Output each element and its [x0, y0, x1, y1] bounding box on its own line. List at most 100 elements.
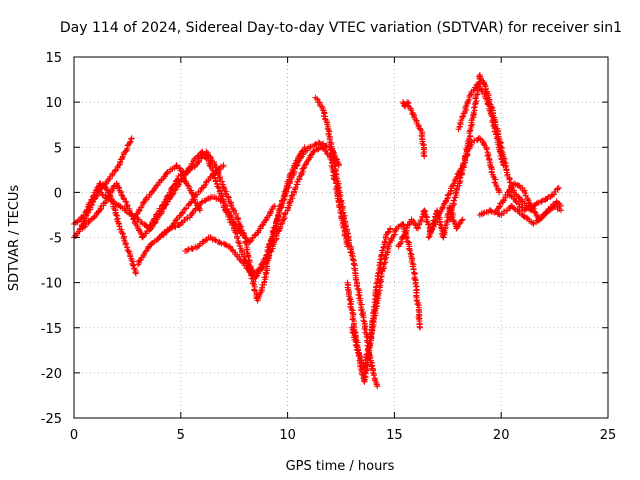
data-point: [404, 239, 411, 246]
data-point: [298, 154, 305, 161]
data-point: [458, 217, 465, 224]
data-point: [133, 221, 140, 228]
data-point: [170, 220, 177, 227]
data-point: [463, 145, 470, 152]
data-point: [414, 301, 421, 308]
data-point: [312, 141, 319, 148]
data-point: [90, 193, 97, 200]
data-markers: [71, 72, 565, 390]
data-point: [83, 206, 90, 213]
series-arc15: [425, 135, 503, 241]
data-point: [349, 329, 356, 336]
data-point: [179, 209, 186, 216]
data-point: [203, 148, 210, 155]
data-point: [159, 202, 166, 209]
data-point: [354, 346, 361, 353]
data-point: [408, 107, 415, 114]
series-arc17: [455, 81, 507, 169]
data-point: [464, 138, 471, 145]
data-point: [350, 256, 357, 263]
data-point: [111, 206, 118, 213]
data-point: [483, 85, 490, 92]
data-point: [416, 125, 423, 132]
data-point: [425, 234, 432, 241]
data-point: [355, 286, 362, 293]
data-point: [163, 169, 170, 176]
series-arc3: [79, 148, 278, 246]
data-point: [521, 188, 528, 195]
data-point: [349, 316, 356, 323]
data-point: [99, 191, 106, 198]
data-point: [253, 273, 260, 280]
data-point: [237, 223, 244, 230]
data-point: [485, 101, 492, 108]
data-point: [197, 187, 204, 194]
data-point: [132, 269, 139, 276]
data-point: [195, 159, 202, 166]
data-point: [533, 200, 540, 207]
data-point: [323, 150, 330, 157]
data-point: [234, 235, 241, 242]
x-tick-label: 10: [279, 428, 296, 443]
data-point: [447, 210, 454, 217]
data-point: [374, 383, 381, 390]
data-point: [456, 175, 463, 182]
data-point: [342, 223, 349, 230]
x-axis-label: GPS time / hours: [286, 459, 395, 474]
data-point: [282, 193, 289, 200]
data-point: [132, 270, 139, 277]
data-point: [404, 102, 411, 109]
data-point: [407, 105, 414, 112]
data-point: [375, 291, 382, 298]
data-point: [156, 233, 163, 240]
data-point: [84, 203, 91, 210]
data-point: [202, 181, 209, 188]
data-point: [262, 217, 269, 224]
data-point: [388, 236, 395, 243]
data-point: [264, 244, 271, 251]
data-point: [209, 171, 216, 178]
data-point: [353, 283, 360, 290]
x-tick-label: 25: [600, 428, 617, 443]
data-point: [271, 202, 278, 209]
data-point: [483, 146, 490, 153]
data-point: [379, 247, 386, 254]
data-point: [496, 189, 503, 196]
data-point: [365, 345, 372, 352]
data-point: [452, 190, 459, 197]
data-point: [324, 125, 331, 132]
data-point: [251, 287, 258, 294]
data-point: [440, 232, 447, 239]
data-point: [320, 113, 327, 120]
data-point: [444, 195, 451, 202]
data-point: [222, 241, 229, 248]
data-point: [130, 216, 137, 223]
x-tick-label: 20: [493, 428, 510, 443]
data-point: [151, 186, 158, 193]
data-point: [333, 175, 340, 182]
data-point: [348, 252, 355, 259]
data-point: [412, 116, 419, 123]
data-point: [127, 139, 134, 146]
data-point: [220, 162, 227, 169]
data-point: [172, 181, 179, 188]
data-point: [127, 138, 134, 145]
data-point: [275, 228, 282, 235]
data-point: [119, 154, 126, 161]
data-point: [375, 270, 382, 277]
series-arc20: [504, 184, 562, 214]
data-point: [189, 246, 196, 253]
y-tick-label: 10: [45, 96, 62, 111]
data-point: [153, 237, 160, 244]
data-point: [128, 135, 135, 142]
data-point: [358, 306, 365, 313]
data-point: [491, 179, 498, 186]
axis-ticks: 0 5 10 15 20 25 -25 -20 -15 -10 -5 0 5 10 15: [41, 51, 617, 443]
data-point: [456, 180, 463, 187]
data-point: [403, 225, 410, 232]
data-point: [487, 110, 494, 117]
data-point: [142, 248, 149, 255]
data-point: [280, 195, 287, 202]
x-tick-label: 15: [386, 428, 403, 443]
